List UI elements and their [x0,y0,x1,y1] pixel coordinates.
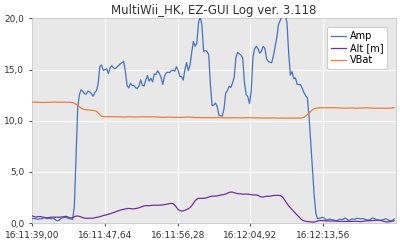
Alt [m] [351,220,356,223]
VBat [351,107,356,110]
Amp [184,61,189,64]
Amp [212,103,216,106]
Alt [m] [228,191,233,193]
Alt [m] [314,220,318,223]
Amp [160,83,165,86]
Amp [392,217,396,220]
Alt [m] [30,214,34,217]
Amp [312,194,316,197]
Line: Alt [m]: Alt [m] [32,192,394,222]
VBat [30,101,34,104]
Alt [m] [184,208,189,211]
Amp [388,219,393,222]
VBat [33,101,38,103]
Legend: Amp, Alt [m], VBat: Amp, Alt [m], VBat [328,27,387,69]
Amp [283,13,288,16]
VBat [314,107,318,110]
Amp [30,217,34,220]
VBat [284,117,289,120]
VBat [257,117,262,120]
Line: VBat: VBat [32,102,394,118]
Title: MultiWii_HK, EZ-GUI Log ver. 3.118: MultiWii_HK, EZ-GUI Log ver. 3.118 [111,4,316,17]
VBat [162,116,167,119]
Amp [349,218,354,221]
Alt [m] [160,203,165,206]
VBat [186,116,191,119]
Alt [m] [257,195,262,198]
Alt [m] [392,219,396,222]
Alt [m] [212,195,216,198]
Line: Amp: Amp [32,14,394,221]
VBat [392,106,396,109]
VBat [213,116,218,119]
Amp [256,48,260,51]
Alt [m] [310,221,315,224]
